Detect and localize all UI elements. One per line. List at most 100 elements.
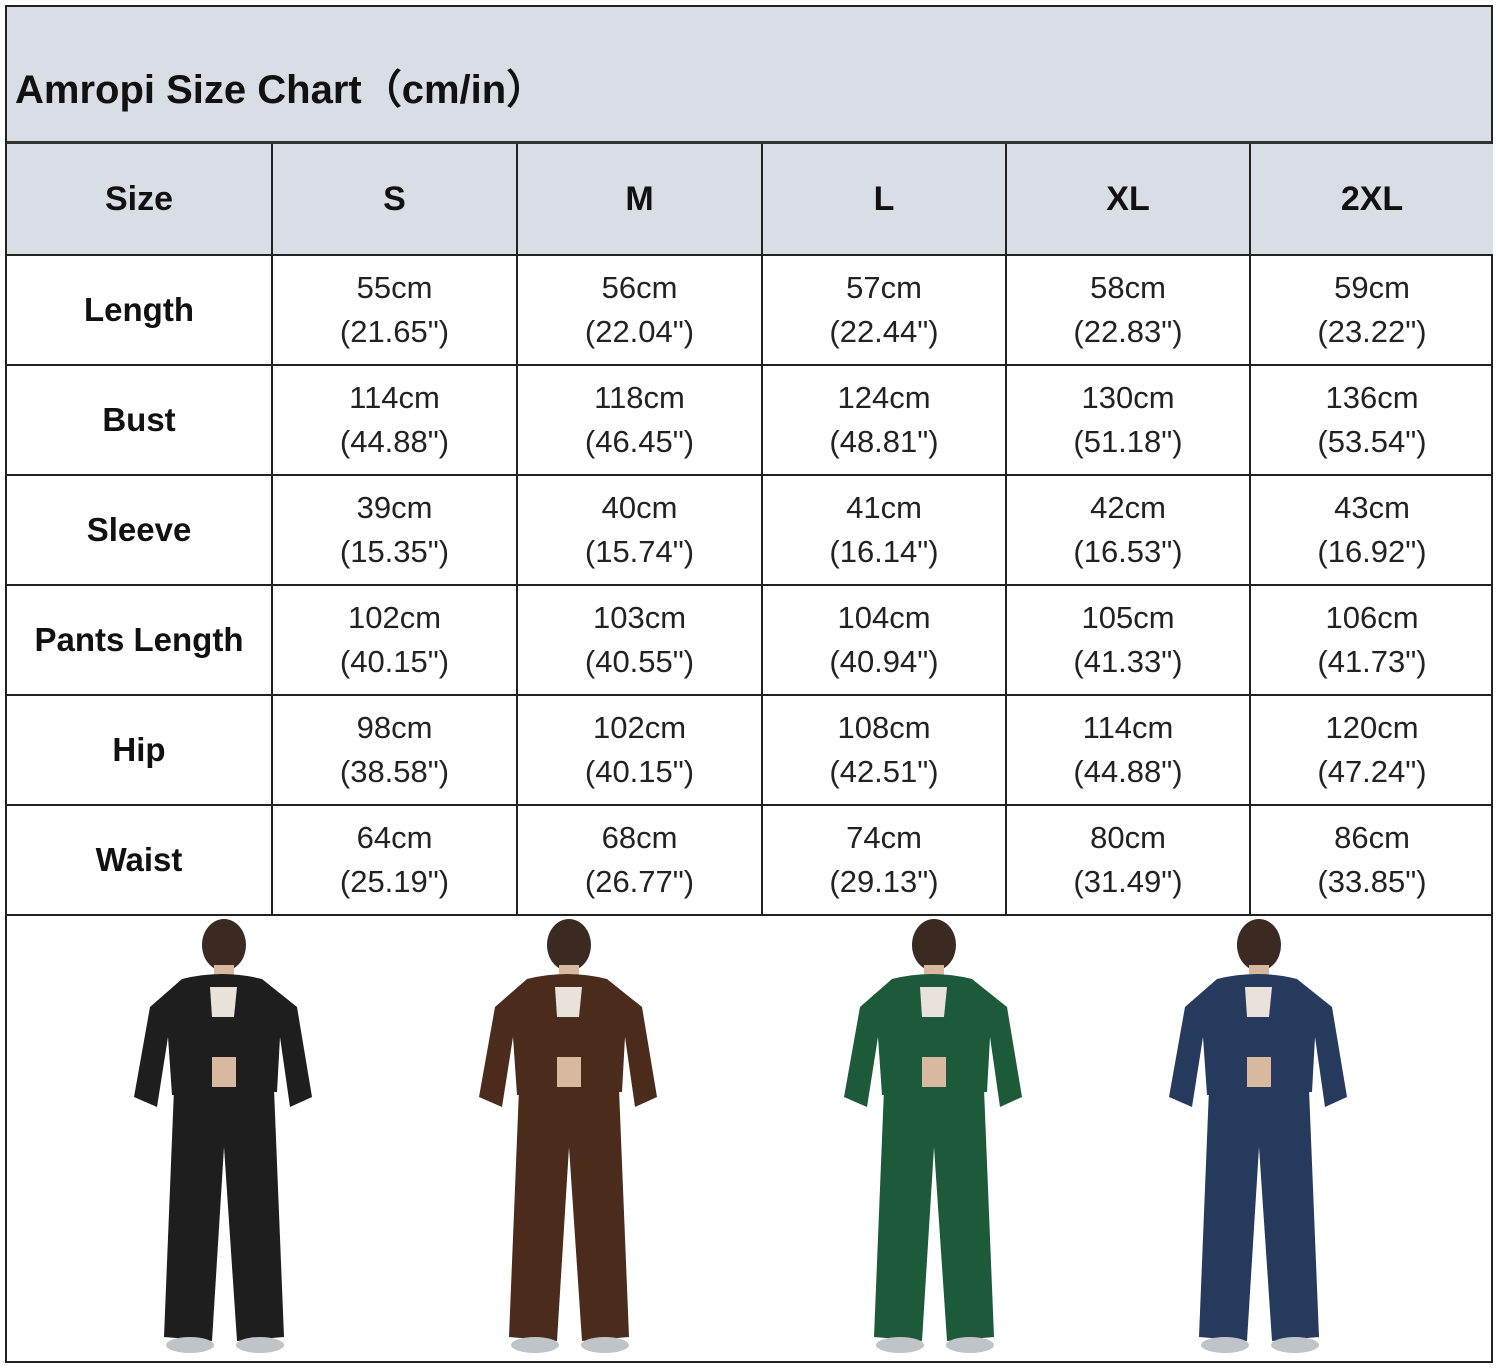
row-label: Hip <box>7 694 273 806</box>
measurement-cell: 106cm (41.73") <box>1249 584 1493 696</box>
cm-value: 130cm <box>1081 380 1175 415</box>
cm-value: 86cm <box>1334 820 1410 855</box>
inch-value: (41.73") <box>1317 644 1427 679</box>
inch-value: (16.53") <box>1073 534 1183 569</box>
outfit-photo-green <box>822 917 1042 1368</box>
cm-value: 114cm <box>349 380 440 415</box>
cm-value: 103cm <box>592 600 687 635</box>
cm-value: 118cm <box>594 380 685 415</box>
measurement-cell: 56cm (22.04") <box>516 254 763 366</box>
inch-value: (44.88") <box>1073 754 1183 789</box>
measurement-cell: 42cm (16.53") <box>1005 474 1251 586</box>
inch-value: (48.81") <box>829 424 939 459</box>
cm-value: 104cm <box>837 600 931 635</box>
size-column-header: XL <box>1005 144 1251 256</box>
size-column-header: 2XL <box>1249 144 1493 256</box>
cm-value: 80cm <box>1090 820 1166 855</box>
header-row: Size S M L XL 2XL <box>7 144 1493 256</box>
measurement-cell: 98cm (38.58") <box>271 694 518 806</box>
measurement-cell: 64cm (25.19") <box>271 804 518 916</box>
title-bar: Amropi Size Chart（cm/in） <box>7 7 1491 144</box>
inch-value: (33.85") <box>1317 864 1427 899</box>
cm-value: 58cm <box>1090 270 1166 305</box>
measurement-cell: 80cm (31.49") <box>1005 804 1251 916</box>
table-row: Length 55cm (21.65") 56cm (22.04") 57cm (22.44… <box>7 254 1493 366</box>
inch-value: (15.74") <box>584 534 695 569</box>
size-column-header: M <box>516 144 763 256</box>
cm-value: 56cm <box>601 270 678 305</box>
cm-value: 42cm <box>1090 490 1166 525</box>
cm-value: 120cm <box>1325 710 1419 745</box>
measurement-cell: 103cm (40.55") <box>516 584 763 696</box>
inch-value: (16.14") <box>829 534 939 569</box>
cm-value: 68cm <box>601 820 678 855</box>
inch-value: (22.44") <box>829 314 939 349</box>
measurement-cell: 118cm (46.45") <box>516 364 763 476</box>
cm-value: 98cm <box>356 710 433 745</box>
inch-value: (29.13") <box>829 864 939 899</box>
cm-value: 124cm <box>837 380 931 415</box>
cm-value: 136cm <box>1325 380 1419 415</box>
measurement-cell: 58cm (22.83") <box>1005 254 1251 366</box>
inch-value: (40.15") <box>339 644 450 679</box>
cm-value: 64cm <box>356 820 433 855</box>
cm-value: 39cm <box>356 490 433 525</box>
measurement-cell: 136cm (53.54") <box>1249 364 1493 476</box>
size-column-header: S <box>271 144 518 256</box>
cm-value: 59cm <box>1334 270 1410 305</box>
row-label: Length <box>7 254 273 366</box>
inch-value: (23.22") <box>1317 314 1427 349</box>
chart-title: Amropi Size Chart（cm/in） <box>15 68 547 112</box>
measurement-cell: 74cm (29.13") <box>761 804 1007 916</box>
outfit-photo-brown <box>457 917 677 1368</box>
table-row: Sleeve 39cm (15.35") 40cm (15.74") 41cm (16.14… <box>7 474 1493 586</box>
cm-value: 74cm <box>846 820 922 855</box>
measurement-cell: 130cm (51.18") <box>1005 364 1251 476</box>
measurement-cell: 114cm (44.88") <box>271 364 518 476</box>
cm-value: 40cm <box>601 490 678 525</box>
row-label: Bust <box>7 364 273 476</box>
inch-value: (25.19") <box>339 864 450 899</box>
inch-value: (47.24") <box>1317 754 1427 789</box>
cm-value: 41cm <box>846 490 922 525</box>
inch-value: (16.92") <box>1317 534 1427 569</box>
inch-value: (53.54") <box>1317 424 1427 459</box>
cm-value: 106cm <box>1325 600 1419 635</box>
size-column-header: L <box>761 144 1007 256</box>
table-row: Hip 98cm (38.58") 102cm (40.15") 108cm (42.51"… <box>7 694 1493 806</box>
inch-value: (26.77") <box>584 864 695 899</box>
inch-value: (51.18") <box>1073 424 1183 459</box>
measurement-cell: 114cm (44.88") <box>1005 694 1251 806</box>
measurement-cell: 86cm (33.85") <box>1249 804 1493 916</box>
outfit-photo-black <box>112 917 332 1368</box>
table-row: Pants Length 102cm (40.15") 103cm (40.55") 10… <box>7 584 1493 696</box>
product-photos <box>7 917 1491 1363</box>
inch-value: (15.35") <box>339 534 450 569</box>
measurement-cell: 105cm (41.33") <box>1005 584 1251 696</box>
measurement-cell: 40cm (15.74") <box>516 474 763 586</box>
table-row: Waist 64cm (25.19") 68cm (26.77") 74cm (29.13"… <box>7 804 1493 916</box>
inch-value: (46.45") <box>584 424 695 459</box>
inch-value: (40.94") <box>829 644 939 679</box>
cm-value: 108cm <box>837 710 931 745</box>
size-chart: Amropi Size Chart（cm/in） Size S M L XL 2XL Le… <box>5 5 1493 1363</box>
outfit-photo-navy <box>1147 917 1367 1368</box>
inch-value: (31.49") <box>1073 864 1183 899</box>
inch-value: (44.88") <box>339 424 450 459</box>
inch-value: (41.33") <box>1073 644 1183 679</box>
cm-value: 105cm <box>1081 600 1175 635</box>
measurement-cell: 55cm (21.65") <box>271 254 518 366</box>
measurement-cell: 39cm (15.35") <box>271 474 518 586</box>
cm-value: 102cm <box>347 600 442 635</box>
measurement-cell: 68cm (26.77") <box>516 804 763 916</box>
measurement-cell: 57cm (22.44") <box>761 254 1007 366</box>
measurement-cell: 120cm (47.24") <box>1249 694 1493 806</box>
row-label: Sleeve <box>7 474 273 586</box>
size-table: Size S M L XL 2XL Length 55cm (21.65") 56cm (22.0… <box>7 144 1493 916</box>
cm-value: 55cm <box>356 270 433 305</box>
measurement-cell: 43cm (16.92") <box>1249 474 1493 586</box>
measurement-cell: 102cm (40.15") <box>516 694 763 806</box>
inch-value: (42.51") <box>829 754 939 789</box>
inch-value: (21.65") <box>339 314 450 349</box>
inch-value: (22.04") <box>584 314 695 349</box>
